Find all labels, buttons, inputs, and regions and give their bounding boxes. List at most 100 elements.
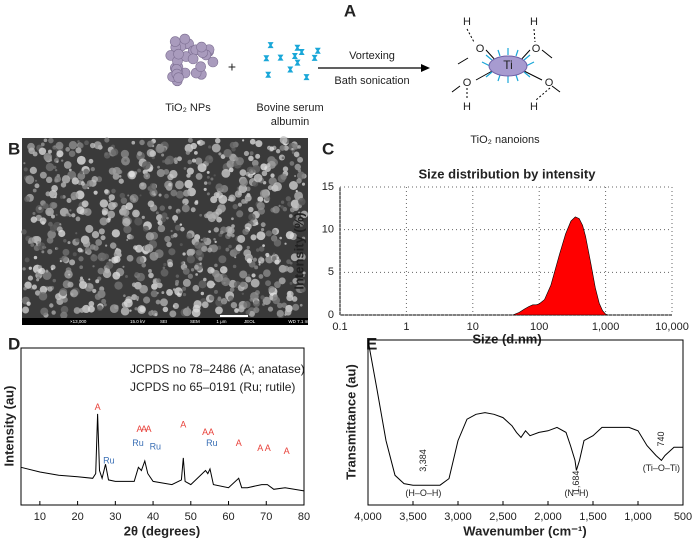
annotation: A (208, 427, 214, 437)
grain (179, 290, 183, 294)
grain (61, 255, 68, 263)
panel-label: C (322, 139, 334, 158)
grain (23, 167, 28, 172)
grain (55, 247, 59, 250)
grain (217, 296, 222, 302)
grain (75, 147, 82, 154)
grain (32, 188, 37, 193)
grain (156, 168, 165, 178)
grain (199, 262, 202, 265)
grain (100, 235, 106, 241)
annotation: Ru (206, 438, 218, 448)
grain (237, 202, 243, 207)
grain (90, 166, 95, 172)
grain (263, 269, 271, 278)
grain (30, 216, 38, 223)
grain (92, 288, 97, 294)
grain (75, 232, 78, 235)
grain (193, 150, 198, 155)
grain (248, 213, 256, 221)
grain (172, 302, 179, 310)
grain (60, 182, 67, 188)
grain (59, 288, 68, 297)
grain (167, 261, 174, 268)
grain (281, 302, 287, 308)
grain (248, 310, 255, 318)
grain (248, 206, 254, 213)
albumin (294, 44, 301, 51)
grain (45, 191, 51, 197)
grain (253, 307, 260, 314)
grain (288, 214, 293, 218)
grain (277, 302, 283, 309)
grain (78, 142, 84, 149)
grain (173, 233, 178, 238)
x-tick-label: 40 (147, 511, 159, 523)
grain (77, 140, 80, 143)
grain (284, 242, 287, 245)
grain (170, 229, 173, 233)
grain (129, 235, 134, 240)
grain (249, 138, 256, 145)
annotation: A (95, 402, 101, 412)
grain (59, 223, 62, 226)
grain (169, 169, 178, 179)
grain (278, 204, 281, 207)
grain (175, 274, 180, 278)
grain (29, 166, 38, 175)
grain (28, 237, 35, 244)
grain (148, 272, 154, 279)
grain (75, 216, 81, 222)
grain (292, 277, 299, 284)
grain (274, 259, 280, 265)
grain (134, 244, 143, 253)
grain (260, 163, 268, 171)
grain (156, 282, 163, 289)
grain (107, 201, 116, 211)
grain (198, 280, 207, 289)
grain (251, 180, 259, 187)
grain (208, 145, 212, 149)
grain (54, 178, 59, 183)
grain (228, 244, 232, 249)
grain (155, 299, 161, 305)
grain (163, 169, 170, 175)
x-tick-label: 10,000 (655, 321, 689, 333)
grain (84, 251, 88, 254)
x-tick-label: 50 (185, 511, 197, 523)
grain (298, 253, 306, 261)
molecule: Ti O O O O H H H H (451, 16, 561, 113)
grain (299, 286, 306, 293)
grain (118, 178, 124, 184)
grain (163, 262, 167, 267)
grain (272, 182, 282, 192)
atom-label: Ti (503, 58, 513, 72)
grain (45, 207, 54, 217)
grain (247, 274, 251, 277)
grain (172, 288, 176, 291)
particle (207, 56, 219, 68)
grain (76, 206, 85, 215)
grain (119, 192, 125, 199)
grain (83, 208, 92, 216)
grain (25, 175, 35, 185)
grain (101, 210, 108, 216)
grain (239, 281, 246, 288)
grain (135, 295, 140, 300)
grain (104, 137, 110, 143)
grain (60, 305, 69, 314)
grain (194, 157, 203, 165)
grain (297, 156, 304, 163)
grain (101, 298, 107, 304)
grain (182, 278, 191, 287)
grain (43, 138, 48, 143)
grain (77, 247, 83, 253)
panel-label: E (366, 334, 377, 353)
grain (156, 278, 161, 284)
grain (79, 265, 84, 270)
grain (66, 198, 72, 203)
grain (168, 205, 172, 210)
grain (254, 265, 259, 270)
albumin (277, 54, 284, 61)
grain (231, 217, 234, 221)
